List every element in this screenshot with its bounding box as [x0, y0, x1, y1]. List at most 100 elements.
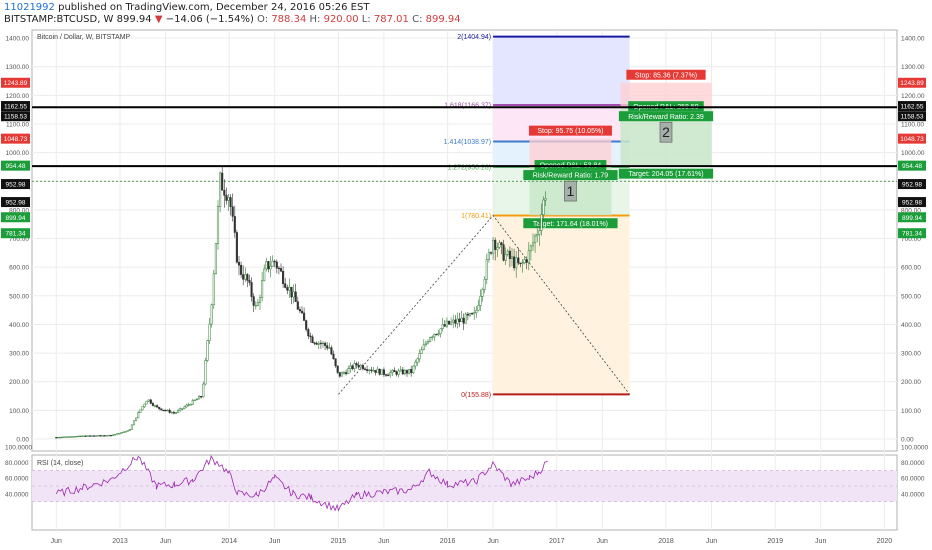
- x-tick-label: 2018: [658, 538, 674, 545]
- y-tick-label-right: 1100.00: [901, 121, 924, 128]
- candle-body: [185, 404, 188, 408]
- candle-body: [147, 399, 150, 402]
- candle-body: [183, 406, 186, 409]
- candle-body: [111, 434, 115, 436]
- candle-body: [426, 341, 430, 344]
- x-tick-label: 2019: [767, 538, 783, 545]
- candle-body: [519, 262, 522, 265]
- position-target-label: Target: 171.64 (18.01%): [533, 221, 608, 228]
- candle-body: [410, 369, 413, 373]
- high-label: H:: [309, 14, 321, 25]
- y-tick-label-right: 1300.00: [901, 64, 925, 71]
- right-price-badge: [898, 197, 926, 208]
- left-price-badge-label: 954.48: [6, 163, 26, 170]
- candle-body: [405, 370, 409, 374]
- candle-body: [263, 268, 266, 281]
- y-tick-label-right: 400.00: [901, 322, 921, 329]
- candle-body: [393, 370, 396, 372]
- candle-body: [120, 432, 123, 434]
- candle-body: [206, 340, 209, 361]
- candle-body: [164, 409, 167, 412]
- position-rr-label-bg: [618, 111, 714, 122]
- candle-body: [487, 252, 490, 260]
- candle-body: [137, 412, 140, 419]
- candle-body: [347, 368, 350, 375]
- candle-body: [517, 257, 520, 264]
- candle-body: [458, 318, 461, 322]
- candle-body: [439, 328, 442, 334]
- candle-body: [72, 436, 75, 438]
- rsi-line: [55, 454, 548, 512]
- candle-body: [296, 301, 299, 310]
- x-tick-label: 2015: [331, 538, 347, 545]
- position-stop-label-bg: [626, 69, 706, 80]
- candle-body: [284, 283, 287, 288]
- rsi-label: RSI (14, close): [37, 460, 83, 467]
- candle-body: [309, 335, 312, 338]
- candle-body: [202, 383, 205, 398]
- candle-body: [429, 337, 432, 342]
- y-tick-label-right: 700.00: [901, 236, 921, 243]
- candle-body: [424, 342, 427, 346]
- candle-body: [300, 310, 304, 314]
- high-value: 920.00: [323, 14, 359, 25]
- candle-body: [477, 305, 480, 311]
- candle-body: [162, 409, 165, 412]
- candle-body: [254, 305, 257, 307]
- candle-body: [269, 265, 272, 270]
- y-tick-label-right: 500.00: [901, 293, 921, 300]
- candle-body: [109, 434, 112, 437]
- candle-body: [334, 358, 337, 367]
- candle-body: [271, 260, 274, 267]
- candle-body: [248, 280, 251, 283]
- candle-body: [359, 365, 362, 368]
- candle-body: [124, 431, 127, 433]
- candle-body: [76, 435, 79, 438]
- publish-id-link[interactable]: 11021992: [4, 2, 55, 13]
- candle-body: [460, 317, 463, 322]
- position-stop-label-bg: [528, 125, 612, 136]
- candle-body: [462, 317, 465, 324]
- candle-body: [225, 195, 228, 201]
- candle-body: [149, 399, 152, 404]
- candle-body: [496, 247, 499, 250]
- right-price-badge-label: 952.98: [902, 200, 922, 207]
- y-tick-label-left: 1300.00: [6, 64, 30, 71]
- candle-body: [311, 336, 314, 343]
- position-number-box: [659, 121, 673, 143]
- candle-body: [315, 342, 318, 345]
- left-price-badge: [1, 77, 30, 88]
- candle-body: [237, 261, 241, 266]
- candle-body: [401, 369, 404, 375]
- candle-body: [468, 313, 472, 316]
- fib-level-label: 1.618(1166.37): [444, 102, 491, 109]
- y-tick-label-left: 100.00: [9, 408, 29, 415]
- symbol-label[interactable]: BITSTAMP:BTCUSD, W: [4, 14, 114, 25]
- y-tick-label-left: 1400.00: [6, 36, 30, 43]
- candle-body: [78, 435, 81, 438]
- y-tick-label-right: 300.00: [901, 351, 921, 358]
- candle-body: [219, 172, 222, 207]
- candle-body: [479, 296, 482, 306]
- candle-body: [384, 374, 388, 376]
- candle-body: [357, 364, 360, 368]
- candle-body: [408, 369, 411, 374]
- candle-body: [435, 333, 438, 336]
- candle-body: [475, 309, 478, 313]
- candle-body: [538, 230, 541, 235]
- candle-body: [353, 363, 356, 369]
- fib-zone: [493, 104, 630, 142]
- candle-body: [82, 435, 85, 437]
- right-price-badge-label: 1048.73: [900, 136, 924, 143]
- candle-body: [355, 363, 358, 366]
- rsi-tick-label-left: 100.0000: [5, 445, 32, 452]
- rsi-tick-label-right: 60.0000: [901, 476, 925, 483]
- candle-body: [177, 410, 180, 413]
- left-price-badge-label: 1243.89: [4, 80, 28, 87]
- candle-body: [500, 242, 503, 245]
- x-tick-label: 2020: [877, 538, 893, 545]
- candle-body: [242, 274, 245, 280]
- candle-body: [368, 369, 371, 371]
- candle-body: [544, 198, 547, 201]
